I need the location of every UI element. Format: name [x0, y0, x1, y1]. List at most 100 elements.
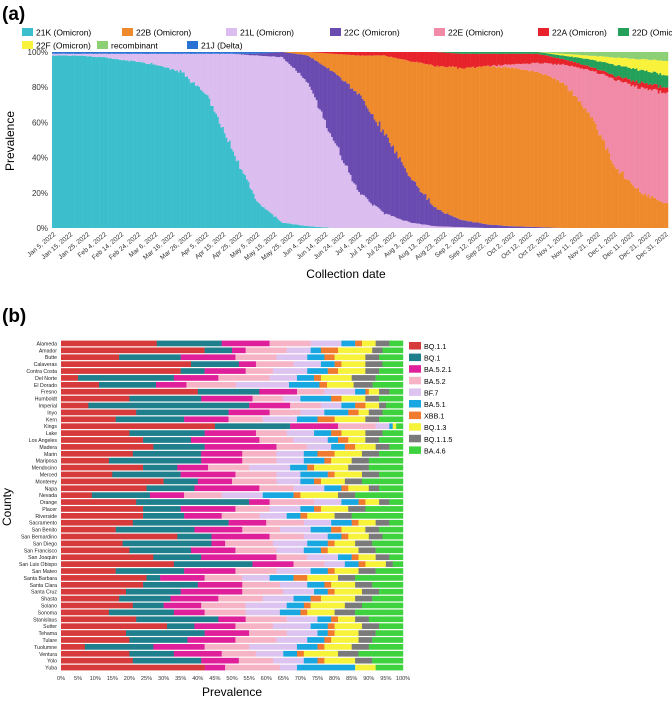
bar-day-4-21l-omicron [59, 54, 61, 56]
bar-day-353-recombinant [653, 52, 655, 60]
bar-day-193-22a-omicron [380, 52, 382, 55]
bar-day-128-21k-omicron [270, 213, 272, 228]
bar-day-12-21l-omicron [72, 54, 74, 56]
bar-day-7-21l-omicron [64, 54, 66, 56]
bar-day-245-22b-omicron [469, 68, 471, 222]
bar-day-138-21l-omicron [287, 62, 289, 223]
bar-humboldt-ba-5-1 [300, 396, 331, 402]
bar-day-327-22b-omicron [608, 153, 610, 228]
bar-day-250-22a-omicron [477, 54, 479, 67]
bar-day-29-21l-omicron [101, 54, 103, 57]
bar-day-193-22c-omicron [380, 132, 382, 211]
bar-day-280-22d-omicron [528, 52, 530, 54]
bar-day-337-recombinant [625, 52, 627, 58]
bar-day-11-21l-omicron [71, 54, 73, 56]
bar-day-116-21k-omicron [249, 188, 251, 228]
bar-day-271-22e-omicron [513, 64, 515, 68]
bar-day-44-21l-omicron [127, 54, 129, 61]
bar-day-0-21k-omicron [52, 56, 54, 228]
bar-tehama-ba-5-2-1 [205, 630, 250, 636]
bar-day-331-22b-omicron [615, 169, 617, 228]
bar-day-169-22b-omicron [340, 54, 342, 77]
bar-day-21-21l-omicron [88, 54, 90, 57]
bar-day-47-21k-omicron [132, 61, 134, 228]
bar-day-319-22b-omicron [595, 124, 597, 228]
bar-day-130-22c-omicron [273, 53, 275, 57]
bar-day-242-22d-omicron [464, 52, 466, 54]
bar-day-79-21k-omicron [186, 76, 188, 228]
bar-day-280-22a-omicron [528, 54, 530, 64]
bar-day-168-22a-omicron [338, 52, 340, 54]
bar-day-341-recombinant [632, 52, 634, 58]
bar-day-210-22c-omicron [409, 177, 411, 222]
bar-day-91-21l-omicron [207, 54, 209, 95]
bar-day-251-22b-omicron [479, 66, 481, 223]
bar-day-119-21l-omicron [255, 55, 257, 199]
bar-day-320-recombinant [597, 52, 599, 56]
bar-inyo-bq-1-1 [61, 410, 136, 416]
bar-monterey-ba-5-2 [232, 479, 277, 485]
bar-day-334-22d-omicron [620, 66, 622, 77]
bar-day-251-22d-omicron [479, 52, 481, 54]
bar-contra-costa-bq-1-1-5 [365, 368, 379, 374]
bar-day-284-22c-omicron [535, 227, 537, 228]
bar-day-83-21l-omicron [193, 54, 195, 82]
bar-day-354-recombinant [654, 52, 656, 60]
bar-day-212-22c-omicron [413, 181, 415, 223]
bar-day-213-22b-omicron [414, 62, 416, 182]
county-label-kings: Kings [44, 424, 57, 430]
bar-day-285-22e-omicron [537, 63, 539, 72]
bar-day-337-22a-omicron [625, 78, 627, 82]
bar-day-109-21j-delta [237, 52, 239, 54]
bar-day-170-21l-omicron [341, 160, 343, 228]
bar-day-160-22a-omicron [324, 52, 326, 53]
bar-day-203-22a-omicron [397, 52, 399, 59]
bar-day-19-21j-delta [84, 52, 86, 54]
bar-day-269-22e-omicron [510, 65, 512, 68]
bar-napa-bf-7 [294, 485, 325, 491]
bar-day-322-22d-omicron [600, 61, 602, 70]
bar-day-238-22b-omicron [457, 69, 459, 219]
bar-day-182-22b-omicron [362, 55, 364, 98]
bar-day-208-22a-omicron [406, 52, 408, 60]
bar-day-271-22a-omicron [513, 54, 515, 65]
bar-yuba-bq-1-3 [355, 665, 376, 671]
bar-riverside-bq-1-1-5 [335, 513, 352, 519]
county-legend-label-xbb-1: XBB.1 [424, 412, 444, 421]
bar-yolo-bq-1-1 [61, 658, 133, 664]
bar-day-353-22e-omicron [653, 89, 655, 197]
bar-day-107-21j-delta [234, 52, 236, 54]
bar-day-278-22d-omicron [525, 52, 527, 54]
bar-day-72-21k-omicron [175, 71, 177, 228]
bar-san-diego-xbb-1 [328, 541, 335, 547]
bar-day-163-21l-omicron [329, 133, 331, 227]
bar-day-356-22d-omicron [658, 74, 660, 88]
bar-day-209-22c-omicron [408, 176, 410, 222]
bar-sutter-bq-1-3 [335, 623, 363, 629]
county-label-sonoma: Sonoma [38, 610, 57, 616]
bar-day-314-22b-omicron [586, 112, 588, 228]
bar-kings-bf-7 [376, 423, 390, 429]
bar-day-272-22c-omicron [515, 226, 517, 228]
bar-day-306-22a-omicron [573, 62, 575, 67]
bar-day-111-21l-omicron [241, 55, 243, 170]
bar-day-318-recombinant [593, 52, 595, 56]
bar-day-153-21k-omicron [312, 227, 314, 228]
bar-day-28-21j-delta [100, 52, 102, 54]
bar-day-172-22b-omicron [345, 55, 347, 82]
county-label-shasta: Shasta [41, 597, 57, 603]
bar-tehama-bq-1-3 [335, 630, 359, 636]
bar-day-127-21k-omicron [268, 211, 270, 228]
bar-san-benito-ba-5-2-1 [194, 527, 242, 533]
bar-day-191-22a-omicron [377, 52, 379, 55]
bar-day-325-22a-omicron [605, 72, 607, 76]
bar-tehama-ba-5-1 [318, 630, 328, 636]
bar-santa-clara-ba-5-2-1 [198, 582, 243, 588]
bar-lake-bf-7 [287, 430, 315, 436]
bar-day-10-21k-omicron [69, 56, 71, 228]
county-label-fresno: Fresno [41, 390, 57, 396]
bar-day-188-21l-omicron [372, 206, 374, 228]
bar-nevada-ba-4-6 [355, 492, 403, 498]
bar-day-190-22c-omicron [375, 122, 377, 206]
